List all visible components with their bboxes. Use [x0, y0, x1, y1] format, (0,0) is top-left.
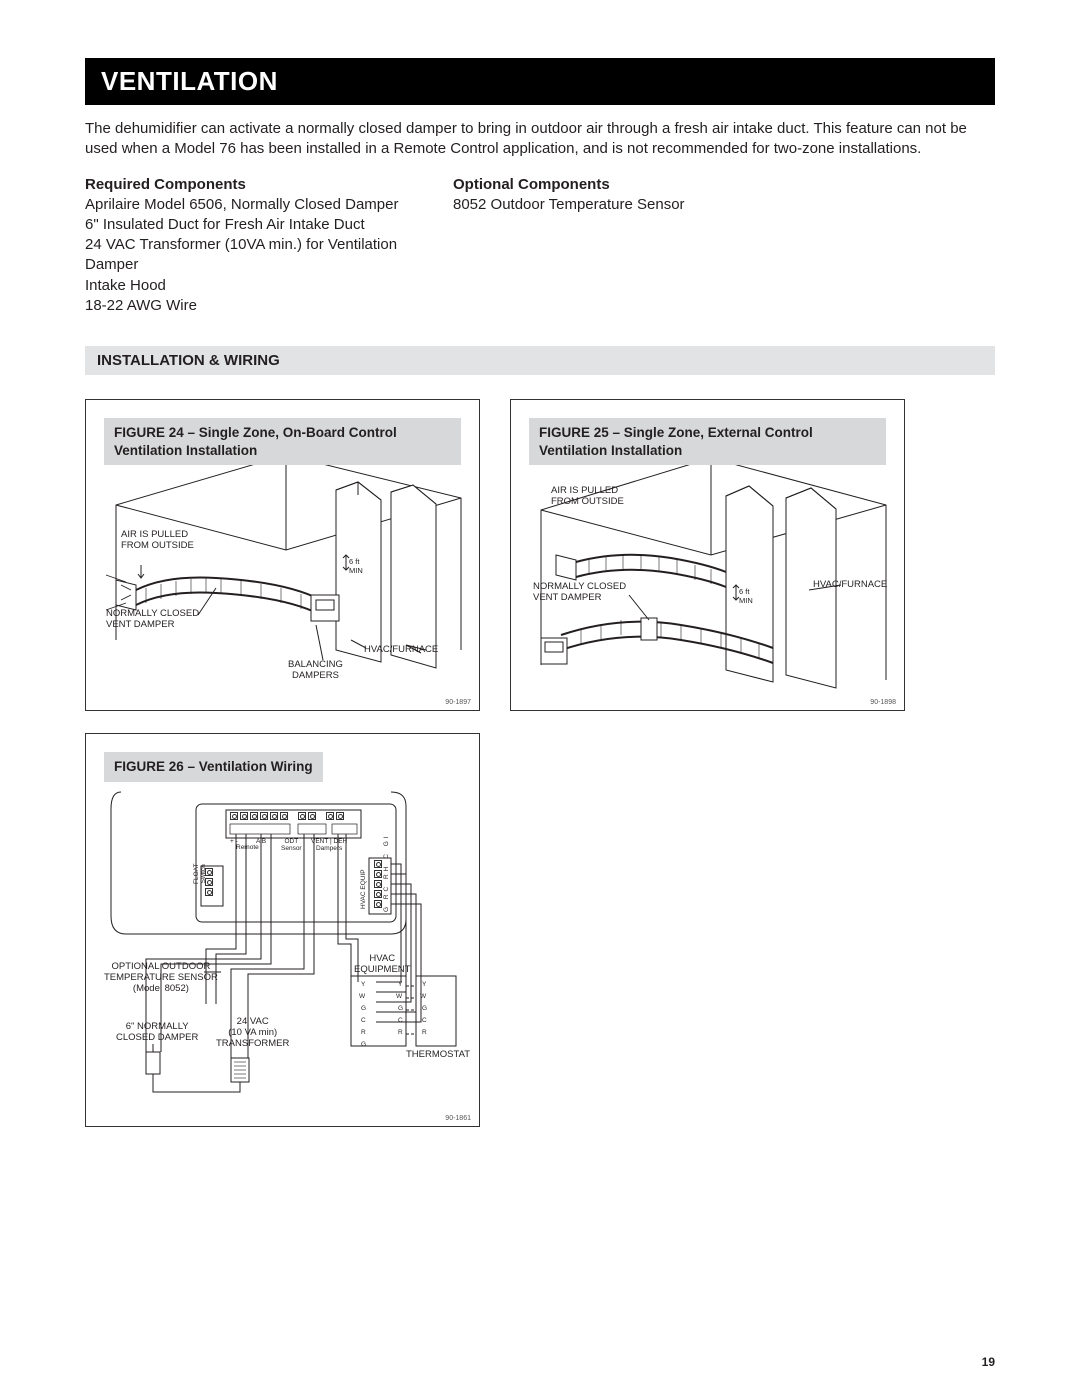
figure-24-id: 90-1897: [445, 699, 471, 706]
fig26-lbl-remote: Remote: [236, 845, 259, 852]
fig26-t-g2b: G: [361, 1042, 366, 1049]
fig26-t-r1: R: [361, 1030, 366, 1037]
fig26-t-c1: C: [361, 1018, 366, 1025]
optional-heading: Optional Components: [453, 176, 995, 193]
components-row: Required Components Aprilaire Model 6506…: [85, 176, 995, 317]
figure-25: FIGURE 25 – Single Zone, External Contro…: [510, 399, 905, 711]
page-number: 19: [982, 1355, 995, 1369]
fig26-term-side: [374, 860, 382, 908]
figure-25-title: FIGURE 25 – Single Zone, External Contro…: [529, 418, 886, 465]
fig26-t-r3: R: [422, 1030, 427, 1037]
fig26-t-g2: G: [398, 1006, 403, 1013]
intro-text: The dehumidifier can activate a normally…: [85, 119, 995, 160]
fig26-label-sensor: OPTIONAL OUTDOOR TEMPERATURE SENSOR (Mod…: [104, 962, 218, 995]
fig26-t-c2: C: [398, 1018, 403, 1025]
required-heading: Required Components: [85, 176, 453, 193]
fig26-label-hvac: HVAC EQUIPMENT: [354, 954, 410, 976]
fig24-label-damper: NORMALLY CLOSED VENT DAMPER: [106, 609, 199, 631]
fig26-lbl-odt: ODT Sensor: [281, 839, 302, 852]
fig25-label-hvac: HVAC/FURNACE: [813, 580, 887, 591]
figure-26-title: FIGURE 26 – Ventilation Wiring: [104, 752, 323, 782]
fig26-term-top: [230, 812, 344, 820]
fig24-label-balancing: BALANCING DAMPERS: [288, 660, 343, 682]
fig26-t-w2: W: [396, 994, 402, 1001]
optional-list: 8052 Outdoor Temperature Sensor: [453, 195, 995, 215]
fig25-label-damper: NORMALLY CLOSED VENT DAMPER: [533, 582, 626, 604]
figures-row-1: FIGURE 24 – Single Zone, On-Board Contro…: [85, 399, 995, 711]
section-header: VENTILATION: [85, 58, 995, 105]
fig26-label-damper: 6" NORMALLY CLOSED DAMPER: [116, 1022, 198, 1044]
fig25-label-min: 6 ft MIN: [739, 588, 753, 605]
fig26-t-y3: Y: [422, 982, 426, 989]
figure-26-id: 90-1861: [445, 1115, 471, 1122]
fig24-label-min: 6 ft MIN: [349, 558, 363, 575]
figure-26-diagram: [86, 734, 481, 1128]
fig26-lbl-sideterms: G RC RH C GI: [384, 833, 391, 912]
fig26-t-r2: R: [398, 1030, 403, 1037]
required-list: Aprilaire Model 6506, Normally Closed Da…: [85, 195, 453, 317]
fig26-label-transformer: 24 VAC (10 VA min) TRANSFORMER: [216, 1017, 289, 1050]
fig26-t-g1: G: [361, 1006, 366, 1013]
figure-25-id: 90-1898: [870, 699, 896, 706]
required-components: Required Components Aprilaire Model 6506…: [85, 176, 453, 317]
fig25-label-air: AIR IS PULLED FROM OUTSIDE: [551, 486, 624, 508]
figure-24-title: FIGURE 24 – Single Zone, On-Board Contro…: [104, 418, 461, 465]
fig26-label-thermostat: THERMOSTAT: [406, 1050, 470, 1061]
fig24-label-hvac: HVAC/FURNACE: [364, 645, 438, 656]
fig26-t-y2: Y: [398, 982, 402, 989]
fig26-lbl-float: FLOAT Switch: [194, 864, 207, 884]
optional-components: Optional Components 8052 Outdoor Tempera…: [453, 176, 995, 317]
fig26-t-w3: W: [420, 994, 426, 1001]
fig26-t-w1: W: [359, 994, 365, 1001]
fig26-lbl-hvacside: HVAC EQUIP: [361, 869, 368, 909]
fig24-label-air: AIR IS PULLED FROM OUTSIDE: [121, 530, 194, 552]
fig26-t-g3: G: [422, 1006, 427, 1013]
figure-26: FIGURE 26 – Ventilation Wiring: [85, 733, 480, 1127]
fig26-t-y1: Y: [361, 982, 365, 989]
fig26-t-c3: C: [422, 1018, 427, 1025]
installation-wiring-header: INSTALLATION & WIRING: [85, 346, 995, 375]
figure-24: FIGURE 24 – Single Zone, On-Board Contro…: [85, 399, 480, 711]
fig26-lbl-ventdeh: VENT | DEH Dampers: [311, 839, 347, 852]
